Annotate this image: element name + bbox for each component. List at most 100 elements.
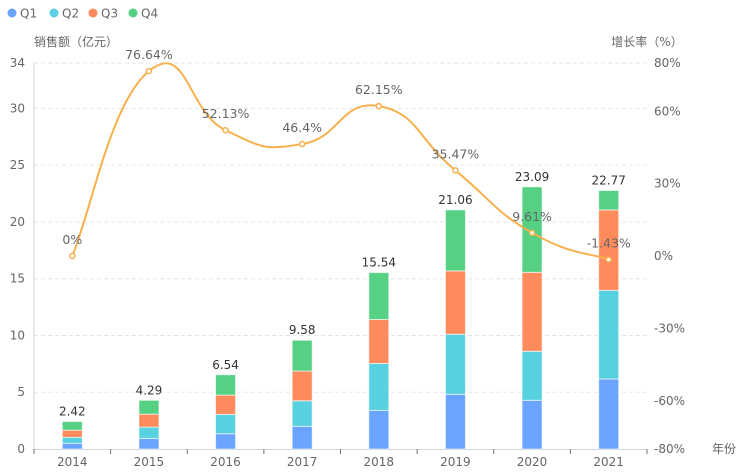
bar-total-label: 2.42 <box>59 405 86 419</box>
legend-label: Q3 <box>101 7 118 21</box>
bar-segment-q4 <box>138 399 160 415</box>
y-tick-label: 34 <box>10 56 25 70</box>
bar-segment-q2 <box>291 400 313 427</box>
growth-label: 0% <box>62 232 82 247</box>
y-tick-label: 25 <box>10 158 25 172</box>
y2-tick-label: 30% <box>654 177 681 191</box>
bar-total-label: 22.77 <box>592 173 626 187</box>
y2-tick-label: -80% <box>654 442 685 456</box>
growth-label: -1.43% <box>587 235 631 250</box>
bar-segment-q3 <box>61 429 83 438</box>
y-tick-label: 20 <box>10 215 25 229</box>
bar-total-label: 21.06 <box>438 193 472 207</box>
bar-segment-q2 <box>598 289 620 380</box>
y2-tick-label: -60% <box>654 394 685 408</box>
bar-segment-q2 <box>521 350 543 401</box>
legend-item-q2: Q2 <box>49 7 79 21</box>
growth-point <box>298 140 306 148</box>
bar-segment-q1 <box>368 409 390 450</box>
bar-segment-q4 <box>368 272 390 320</box>
legend-item-q1: Q1 <box>7 7 37 21</box>
x-axis-title: 年份 <box>712 442 736 456</box>
stacked-bars <box>61 186 620 450</box>
growth-point <box>452 167 459 174</box>
y2-tick-label: 60% <box>654 104 681 118</box>
bar-segment-q3 <box>368 318 390 364</box>
bar-segment-q3 <box>215 394 237 415</box>
bar-segment-q4 <box>215 374 237 396</box>
legend-marker-icon <box>88 8 98 18</box>
x-tick-label: 2018 <box>364 455 395 469</box>
legend: Q1 Q2 Q3 Q4 <box>7 7 158 21</box>
y2-tick-label: 0% <box>654 249 673 263</box>
bar-segment-q2 <box>368 362 390 411</box>
x-tick-label: 2015 <box>134 455 165 469</box>
x-tick-label: 2021 <box>593 455 624 469</box>
growth-label: 62.15% <box>355 82 403 97</box>
y-tick-label: 15 <box>10 272 25 286</box>
growth-label: 9.61% <box>512 209 552 224</box>
bar-segment-q4 <box>598 189 620 211</box>
x-tick-label: 2019 <box>440 455 471 469</box>
y-tick-label: 30 <box>10 101 25 115</box>
y-tick-label: 10 <box>10 328 25 342</box>
y-tick-label: 0 <box>17 442 25 456</box>
bar-segment-q3 <box>138 413 160 428</box>
growth-point <box>605 256 612 263</box>
bar-segment-q1 <box>138 437 160 450</box>
bar-segment-q4 <box>444 209 466 272</box>
legend-marker-icon <box>7 8 17 18</box>
growth-point <box>69 252 76 260</box>
axes: 0 5 10 15 20 25 30 34 -80% -60% -30% 0% 30% 60% 80% 201… <box>10 56 685 469</box>
bar-segment-q4 <box>61 421 83 431</box>
y-axis-title: 销售额（亿元） <box>34 34 118 49</box>
growth-point <box>375 102 383 110</box>
growth-point <box>528 229 536 237</box>
x-tick-label: 2017 <box>287 455 318 469</box>
legend-label: Q2 <box>62 7 79 21</box>
growth-point <box>145 67 153 75</box>
y2-axis-title: 增长率（%） <box>611 34 682 49</box>
x-tick-label: 2014 <box>57 455 88 469</box>
growth-line-path <box>71 62 610 261</box>
growth-label: 35.47% <box>432 146 480 161</box>
legend-label: Q4 <box>141 7 158 21</box>
legend-marker-icon <box>128 8 138 18</box>
bar-total-label: 23.09 <box>515 170 549 184</box>
growth-label: 46.4% <box>282 120 322 135</box>
bar-segment-q4 <box>291 339 313 372</box>
growth-point <box>222 126 229 134</box>
bar-segment-q3 <box>444 270 466 335</box>
legend-label: Q1 <box>20 7 37 21</box>
bar-segment-q1 <box>291 425 313 450</box>
y-tick-label: 5 <box>17 385 25 399</box>
bar-segment-q2 <box>61 436 83 444</box>
bar-segment-q1 <box>61 442 83 450</box>
bar-segment-q2 <box>444 333 466 395</box>
legend-marker-icon <box>49 8 59 18</box>
bar-total-labels: 2.42 4.29 6.54 9.58 15.54 21.06 23.09 22.77 <box>59 170 626 419</box>
x-tick-label: 2020 <box>517 455 548 469</box>
bar-segment-q1 <box>598 378 620 450</box>
x-tick-label: 2016 <box>210 455 241 469</box>
bar-total-label: 15.54 <box>362 256 396 270</box>
grid-lines <box>34 62 647 393</box>
bar-segment-q2 <box>138 426 160 439</box>
bar-segment-q2 <box>215 413 237 435</box>
bar-segment-q3 <box>521 271 543 352</box>
bar-segment-q1 <box>215 433 237 450</box>
legend-item-q4: Q4 <box>128 7 158 21</box>
y2-tick-label: -30% <box>654 321 685 335</box>
growth-label: 52.13% <box>202 106 250 121</box>
legend-item-q3: Q3 <box>88 7 118 21</box>
y2-tick-label: 80% <box>654 56 681 70</box>
growth-line: 0% 76.64% 52.13% 46.4% 62.15% 35.47% 9.61% -1.4… <box>62 47 631 263</box>
bar-total-label: 9.58 <box>289 323 316 337</box>
bar-total-label: 6.54 <box>212 358 239 372</box>
bar-total-label: 4.29 <box>136 383 163 397</box>
bar-segment-q1 <box>521 399 543 450</box>
growth-label: 76.64% <box>125 47 173 62</box>
bar-segment-q3 <box>291 370 313 402</box>
bar-segment-q1 <box>444 393 466 450</box>
